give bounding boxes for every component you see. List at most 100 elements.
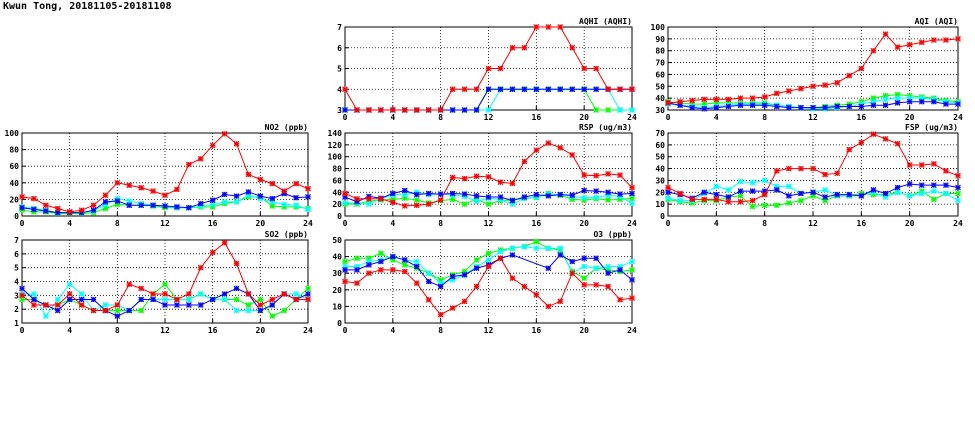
marker-star	[581, 275, 588, 282]
data-point	[42, 302, 49, 308]
x-tick-label: 12	[808, 113, 818, 122]
marker-star	[761, 94, 768, 100]
data-point	[557, 298, 564, 305]
data-point	[342, 263, 348, 270]
marker-star	[473, 107, 480, 113]
data-point	[689, 196, 696, 203]
marker-star	[545, 86, 552, 93]
marker-star	[497, 86, 504, 93]
data-point	[174, 204, 180, 210]
marker-star	[150, 296, 156, 303]
data-point	[485, 201, 492, 207]
y-tick-label: 10	[332, 302, 342, 311]
data-point	[533, 147, 540, 154]
marker-star	[870, 95, 877, 101]
y-tick-label: 100	[651, 23, 666, 32]
data-point	[485, 257, 492, 263]
data-point	[473, 173, 480, 180]
marker-star	[473, 283, 480, 290]
marker-star	[593, 188, 599, 194]
data-point	[209, 249, 216, 256]
marker-star	[713, 196, 720, 203]
data-point	[449, 305, 456, 311]
data-point	[882, 31, 889, 37]
y-tick-label: 100	[328, 153, 343, 162]
data-point	[354, 263, 360, 270]
marker-star	[342, 107, 348, 113]
data-point	[785, 165, 792, 172]
marker-star	[810, 83, 816, 90]
data-point	[605, 189, 611, 196]
data-point	[894, 140, 901, 147]
data-point	[413, 191, 420, 198]
data-point	[545, 192, 552, 199]
data-point	[293, 180, 299, 187]
marker-star	[545, 192, 552, 199]
marker-star	[389, 196, 396, 203]
marker-star	[545, 303, 552, 310]
data-point	[918, 190, 925, 197]
data-point	[150, 188, 156, 194]
data-point	[245, 192, 252, 199]
marker-star	[533, 245, 540, 252]
marker-star	[858, 103, 865, 110]
data-point	[378, 267, 384, 273]
data-point	[197, 302, 204, 308]
marker-star	[581, 86, 588, 93]
data-point	[629, 107, 635, 113]
data-point	[906, 95, 913, 101]
marker-star	[569, 44, 576, 51]
marker-star	[245, 171, 252, 178]
data-point	[305, 296, 311, 303]
x-tick-label: 20	[905, 219, 915, 228]
y-tick-label: 40	[655, 94, 665, 103]
marker-star	[473, 265, 480, 272]
data-point	[749, 188, 756, 194]
y-tick-label: 3	[337, 106, 342, 115]
data-point	[197, 291, 204, 297]
data-point	[955, 190, 961, 197]
data-point	[221, 199, 228, 205]
marker-star	[78, 291, 85, 297]
marker-star	[185, 302, 192, 308]
data-point	[822, 197, 828, 204]
marker-star	[773, 202, 780, 209]
marker-star	[378, 250, 384, 257]
data-point	[545, 303, 552, 310]
data-point	[54, 307, 61, 314]
marker-star	[281, 188, 288, 194]
data-point	[342, 194, 348, 200]
marker-star	[401, 268, 408, 275]
data-point	[629, 276, 635, 283]
marker-star	[269, 313, 276, 319]
data-point	[894, 184, 901, 191]
marker-star	[485, 65, 492, 72]
marker-star	[461, 272, 468, 278]
data-point	[473, 283, 480, 290]
x-tick-label: 12	[484, 326, 494, 335]
marker-star	[90, 202, 97, 209]
data-point	[449, 174, 456, 181]
marker-star	[822, 197, 828, 204]
marker-star	[521, 86, 528, 93]
y-tick-label: 3	[14, 291, 19, 300]
data-point	[245, 291, 252, 297]
data-point	[509, 180, 516, 187]
data-point	[761, 177, 768, 184]
marker-star	[773, 90, 780, 97]
data-point	[305, 285, 311, 292]
marker-star	[257, 296, 264, 303]
data-point	[389, 107, 396, 113]
data-point	[449, 86, 456, 93]
x-tick-label: 12	[484, 113, 494, 122]
data-point	[293, 291, 299, 297]
marker-star	[413, 202, 420, 209]
marker-star	[906, 98, 913, 105]
marker-star	[257, 193, 264, 199]
series-3	[19, 130, 311, 215]
data-point	[413, 258, 420, 265]
data-point	[31, 206, 37, 213]
marker-star	[221, 291, 228, 297]
data-point	[798, 85, 804, 92]
chart-title: RSP (ug/m3)	[579, 123, 632, 132]
